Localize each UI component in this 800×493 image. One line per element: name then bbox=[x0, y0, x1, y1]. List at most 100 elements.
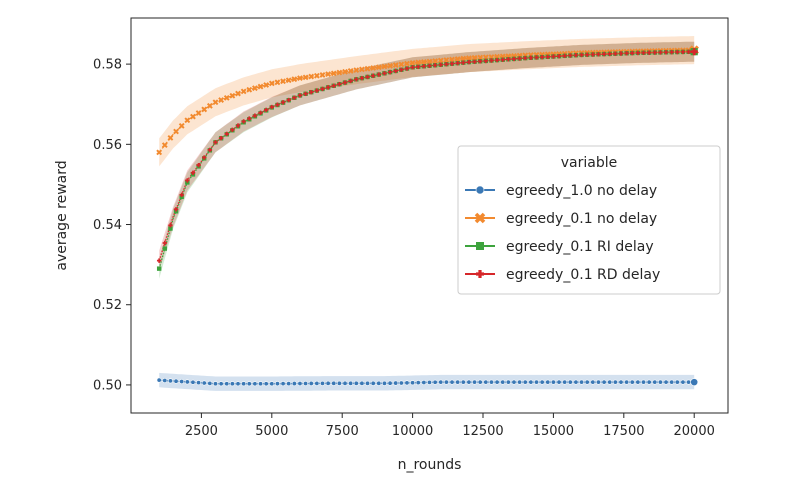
data-point bbox=[381, 63, 388, 70]
data-point bbox=[584, 52, 590, 57]
data-point bbox=[420, 59, 427, 65]
data-point bbox=[438, 379, 444, 385]
data-point bbox=[590, 379, 596, 385]
data-point bbox=[393, 68, 398, 74]
data-point bbox=[404, 66, 410, 71]
data-point bbox=[336, 69, 343, 76]
y-tick-label: 0.50 bbox=[93, 378, 122, 393]
data-point bbox=[393, 380, 399, 386]
data-point bbox=[212, 99, 219, 106]
data-point bbox=[319, 380, 325, 386]
data-point bbox=[342, 68, 348, 75]
data-point bbox=[562, 379, 568, 385]
data-point bbox=[382, 71, 387, 76]
data-point bbox=[353, 380, 359, 386]
data-point bbox=[252, 113, 258, 118]
legend-marker bbox=[475, 185, 485, 195]
data-point bbox=[556, 53, 562, 59]
data-point bbox=[309, 89, 314, 95]
data-point bbox=[460, 379, 466, 385]
x-tick-label: 15000 bbox=[533, 424, 574, 439]
x-axis-label: n_rounds bbox=[398, 457, 462, 473]
data-point bbox=[207, 380, 213, 386]
x-tick-label: 7500 bbox=[326, 424, 359, 439]
data-point bbox=[168, 223, 173, 228]
data-point bbox=[359, 75, 365, 81]
data-point bbox=[669, 49, 674, 55]
data-point bbox=[167, 378, 173, 384]
data-point bbox=[635, 379, 641, 385]
data-point bbox=[454, 56, 461, 62]
data-point bbox=[483, 379, 489, 385]
data-point bbox=[348, 380, 354, 386]
data-point bbox=[202, 155, 207, 160]
data-point bbox=[494, 379, 500, 385]
data-point bbox=[336, 380, 342, 386]
data-point bbox=[246, 381, 252, 387]
x-tick-label: 5000 bbox=[255, 424, 288, 439]
data-point bbox=[162, 240, 167, 246]
data-point bbox=[590, 52, 596, 57]
y-tick-label: 0.52 bbox=[93, 298, 122, 313]
data-point bbox=[258, 110, 263, 115]
data-point bbox=[601, 51, 607, 57]
data-point bbox=[240, 88, 247, 95]
data-point bbox=[449, 61, 455, 66]
series-line bbox=[158, 51, 695, 269]
data-point bbox=[280, 381, 286, 387]
data-point bbox=[342, 80, 348, 85]
data-point bbox=[302, 74, 309, 81]
data-point bbox=[618, 379, 624, 385]
data-point bbox=[168, 226, 173, 231]
data-point bbox=[325, 71, 332, 78]
data-point bbox=[347, 68, 354, 74]
y-tick-label: 0.54 bbox=[93, 218, 122, 233]
data-point bbox=[308, 73, 315, 80]
data-point bbox=[494, 57, 500, 63]
data-point bbox=[410, 65, 415, 70]
data-point bbox=[297, 93, 303, 98]
data-point bbox=[173, 128, 179, 135]
data-point bbox=[196, 380, 202, 386]
data-point bbox=[432, 379, 438, 385]
x-tick-label: 2500 bbox=[185, 424, 218, 439]
data-point bbox=[201, 380, 207, 386]
data-point bbox=[477, 59, 483, 64]
data-point bbox=[505, 379, 511, 385]
data-point bbox=[517, 379, 523, 385]
data-point bbox=[286, 381, 292, 387]
data-point bbox=[275, 102, 280, 107]
data-point bbox=[291, 76, 298, 83]
data-point bbox=[348, 78, 353, 84]
data-point bbox=[466, 59, 472, 65]
data-point bbox=[263, 82, 270, 88]
data-point bbox=[658, 50, 663, 55]
data-point bbox=[381, 380, 387, 386]
data-point bbox=[613, 51, 618, 56]
data-point bbox=[432, 58, 439, 64]
data-point bbox=[415, 59, 422, 66]
data-point bbox=[421, 379, 427, 385]
x-tick-label: 10000 bbox=[392, 424, 433, 439]
data-point bbox=[365, 74, 370, 80]
data-point bbox=[675, 49, 680, 55]
data-point bbox=[162, 246, 167, 251]
y-axis-ticks: 0.50 0.52 0.54 0.56 0.58 bbox=[93, 58, 131, 393]
data-point bbox=[426, 58, 433, 65]
data-point bbox=[218, 97, 225, 103]
data-point bbox=[353, 67, 360, 74]
data-point bbox=[303, 380, 309, 386]
data-point bbox=[370, 65, 377, 71]
data-point bbox=[213, 140, 218, 145]
data-point bbox=[325, 85, 331, 90]
data-point bbox=[269, 381, 275, 387]
data-point bbox=[252, 381, 258, 387]
data-point bbox=[179, 379, 185, 385]
data-point bbox=[337, 81, 342, 87]
data-point bbox=[274, 79, 281, 86]
data-point bbox=[444, 61, 449, 67]
data-point bbox=[331, 380, 337, 386]
y-axis-label: average reward bbox=[54, 160, 70, 270]
data-point bbox=[224, 131, 229, 137]
data-point bbox=[416, 64, 421, 70]
